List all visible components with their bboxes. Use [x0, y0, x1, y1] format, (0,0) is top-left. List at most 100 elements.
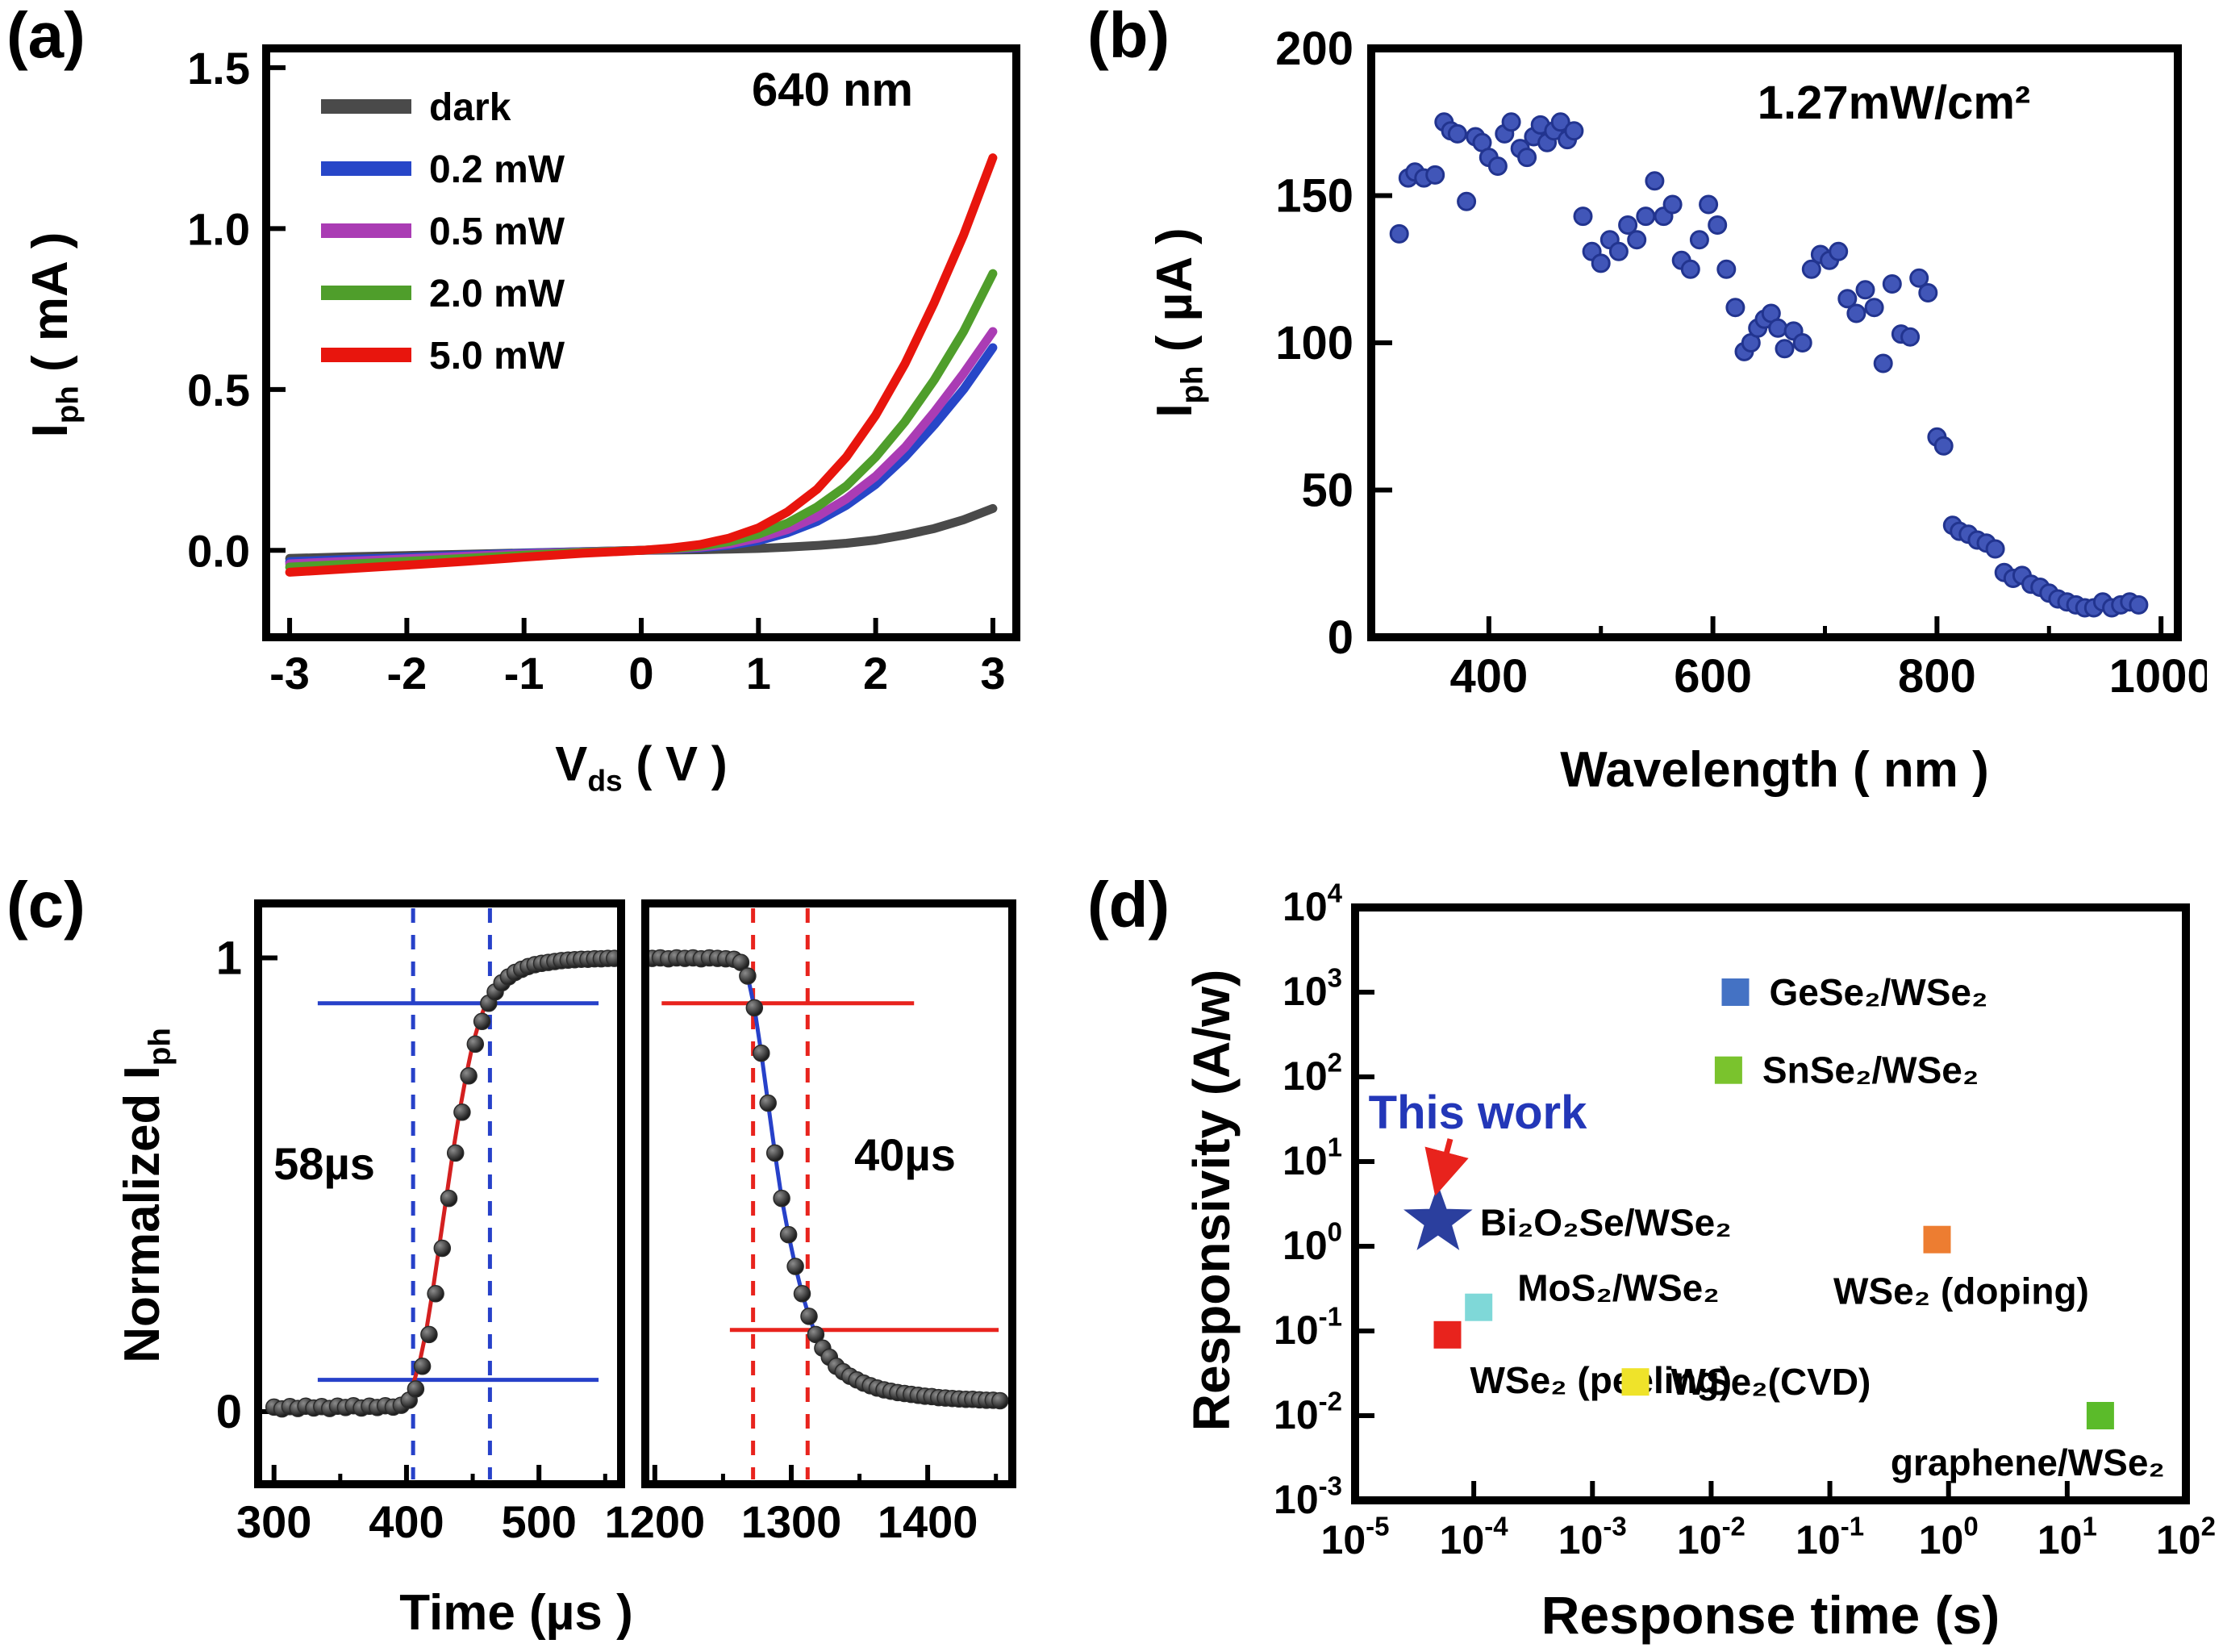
a-ylabel-pre: I	[23, 423, 79, 438]
svg-text:-3: -3	[269, 648, 310, 699]
fit-line	[398, 979, 501, 1408]
svg-text:-2: -2	[386, 648, 427, 699]
svg-text:0: 0	[216, 1386, 242, 1438]
svg-text:1000: 1000	[2109, 650, 2207, 703]
data-point	[1846, 303, 1866, 323]
svg-text:0.5: 0.5	[187, 365, 250, 415]
svg-text:100: 100	[1919, 1512, 1979, 1563]
series-line	[285, 153, 998, 577]
svg-text:100: 100	[1275, 317, 1353, 369]
svg-text:102: 102	[2156, 1512, 2216, 1563]
device-label: WSe₂(CVD)	[1671, 1361, 1871, 1403]
panel-a-letter: (a)	[6, 0, 86, 71]
data-point	[1933, 436, 1954, 456]
svg-text:104: 104	[1282, 879, 1343, 929]
panel-d-x-axis-label: Response time (s)	[1541, 1585, 2000, 1645]
series-line	[285, 269, 998, 572]
this-work-star-marker	[1403, 1184, 1473, 1250]
svg-text:400: 400	[369, 1496, 444, 1547]
a-xlabel-pre: V	[555, 736, 588, 791]
panel-a-chart: -3 -2 -1 0 1 2 3 0.0 0.5 1.0 1.5 dark 0.2 mW 0.5 mW 2.…	[187, 43, 1020, 699]
svg-text:101: 101	[1282, 1133, 1342, 1184]
panel-b-y-axis-label: Iph ( µA )	[1147, 227, 1209, 417]
panel-b-points	[1389, 112, 2149, 618]
series-line	[285, 343, 998, 566]
panel-d-chart: 10-5 10-4 10-3 10-2 10-1 100 101 102 10-3 10-2 10-…	[1274, 879, 2216, 1562]
device-label: MoS₂/WSe₂	[1517, 1267, 1719, 1309]
legend-label: 0.2 mW	[429, 148, 565, 191]
legend-label: 0.5 mW	[429, 211, 565, 253]
data-point	[420, 1325, 438, 1344]
panel-c-subplot-0: 300 400 500 0 1	[216, 899, 625, 1547]
panel-d-this-work-label: This work	[1368, 1087, 1587, 1139]
svg-text:600: 600	[1674, 650, 1752, 703]
device-square-marker	[2086, 1402, 2114, 1429]
data-point	[745, 999, 764, 1017]
legend-label: dark	[429, 86, 511, 129]
svg-text:3: 3	[980, 648, 1005, 699]
data-point	[1447, 123, 1467, 144]
device-square-marker	[1714, 1056, 1742, 1084]
svg-text:101: 101	[2037, 1512, 2097, 1563]
data-point	[765, 1144, 784, 1162]
panel-d-letter: (d)	[1087, 869, 1170, 941]
a-xlabel-post: ( V )	[622, 736, 728, 791]
data-point	[1801, 259, 1821, 279]
svg-text:100: 100	[1282, 1217, 1342, 1269]
data-point	[1487, 156, 1508, 176]
svg-text:10-4: 10-4	[1440, 1512, 1509, 1563]
data-point	[753, 1044, 770, 1062]
data-point	[807, 1325, 825, 1344]
data-point	[1517, 148, 1537, 168]
svg-text:500: 500	[501, 1496, 576, 1547]
svg-text:50: 50	[1301, 465, 1353, 517]
data-point	[427, 1285, 444, 1303]
data-point	[732, 953, 750, 971]
device-square-marker	[1923, 1225, 1951, 1254]
svg-text:-1: -1	[504, 648, 544, 699]
panel-b-power-annotation: 1.27mW/cm²	[1757, 77, 2031, 129]
panel-b-chart: 400 600 800 1000 0 50 100 150 200	[1275, 23, 2207, 703]
data-point	[446, 1144, 465, 1162]
data-point	[1662, 194, 1683, 215]
data-point	[1608, 241, 1629, 261]
data-point	[1689, 230, 1709, 250]
data-point	[793, 1285, 811, 1303]
panel-a-axes: -3 -2 -1 0 1 2 3 0.0 0.5 1.0 1.5	[187, 43, 1020, 699]
data-point	[1768, 318, 1788, 338]
device-square-marker	[1465, 1293, 1493, 1321]
panel-c-subplot-1: 1200 1300 1400	[605, 899, 1016, 1547]
svg-text:200: 200	[1275, 23, 1353, 75]
data-point	[1645, 171, 1665, 191]
b-ylabel-post: ( µA )	[1147, 227, 1203, 366]
data-point	[800, 1308, 818, 1325]
device-square-marker	[1721, 978, 1750, 1006]
svg-text:0.0: 0.0	[187, 525, 250, 576]
panel-c-fall-time-annotation: 40µs	[854, 1129, 956, 1180]
panel-c-chart: 300 400 500 0 1 1200 1300 1400	[216, 899, 1016, 1547]
panel-b-x-axis-label: Wavelength ( nm )	[1560, 742, 1989, 798]
data-point	[440, 1189, 458, 1208]
svg-text:0: 0	[628, 648, 653, 699]
svg-text:1: 1	[216, 932, 242, 985]
svg-text:1200: 1200	[605, 1496, 706, 1547]
device-label: WSe₂ (peeling)	[1470, 1359, 1732, 1401]
device-label: GeSe₂/WSe₂	[1769, 971, 1987, 1013]
data-point	[1680, 259, 1700, 279]
data-point	[1775, 339, 1795, 359]
panel-b-axes: 400 600 800 1000 0 50 100 150 200	[1275, 23, 2207, 703]
data-point	[739, 967, 757, 985]
data-point	[407, 1380, 425, 1398]
legend-label: 5.0 mW	[429, 335, 565, 378]
data-point	[1591, 253, 1611, 273]
panel-b-letter: (b)	[1087, 0, 1170, 71]
data-point	[453, 1103, 471, 1121]
data-point	[466, 1035, 485, 1053]
svg-text:300: 300	[236, 1496, 311, 1547]
data-point	[433, 1239, 452, 1258]
device-square-marker	[1433, 1320, 1462, 1349]
panel-d-axes: 10-5 10-4 10-3 10-2 10-1 100 101 102 10-3 10-2 10-…	[1274, 879, 2216, 1562]
data-point	[460, 1067, 478, 1085]
device-label: SnSe₂/WSe₂	[1762, 1049, 1979, 1091]
panel-d-points: Bi₂O₂Se/WSe₂ GeSe₂/WSe₂ SnSe₂/WSe₂ WSe₂ (do…	[1403, 971, 2165, 1483]
